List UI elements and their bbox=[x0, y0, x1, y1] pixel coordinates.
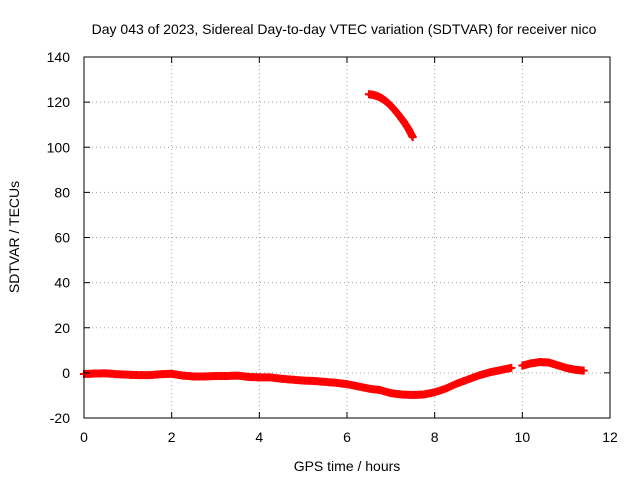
x-tick-label: 0 bbox=[80, 429, 88, 445]
y-tick-label: 80 bbox=[54, 184, 70, 200]
axis-ticks: -20 0 20 40 60 80 100 120 140 0 2 4 6 8 10 12 bbox=[47, 49, 618, 445]
x-tick-label: 8 bbox=[431, 429, 439, 445]
y-tick-label: 100 bbox=[47, 139, 71, 155]
x-axis-label: GPS time / hours bbox=[294, 458, 401, 474]
data-point bbox=[408, 133, 417, 142]
x-tick-label: 12 bbox=[602, 429, 618, 445]
series-late-track bbox=[518, 358, 588, 375]
y-tick-label: 140 bbox=[47, 49, 71, 65]
y-tick-label: -20 bbox=[50, 410, 70, 426]
x-tick-label: 10 bbox=[515, 429, 531, 445]
x-tick-label: 4 bbox=[255, 429, 263, 445]
grid bbox=[84, 57, 610, 418]
chart-title: Day 043 of 2023, Sidereal Day-to-day VTE… bbox=[92, 21, 597, 37]
y-tick-label: 40 bbox=[54, 275, 70, 291]
data-point bbox=[579, 366, 588, 375]
data-marks bbox=[80, 90, 588, 399]
y-tick-label: 0 bbox=[62, 365, 70, 381]
y-axis-label: SDTVAR / TECUs bbox=[6, 181, 22, 293]
series-main-track bbox=[80, 363, 516, 399]
y-tick-label: 120 bbox=[47, 94, 71, 110]
x-tick-label: 6 bbox=[343, 429, 351, 445]
data-point bbox=[507, 363, 516, 372]
x-tick-label: 2 bbox=[168, 429, 176, 445]
y-tick-label: 20 bbox=[54, 320, 70, 336]
y-tick-label: 60 bbox=[54, 230, 70, 246]
series-high-arc bbox=[364, 90, 417, 142]
